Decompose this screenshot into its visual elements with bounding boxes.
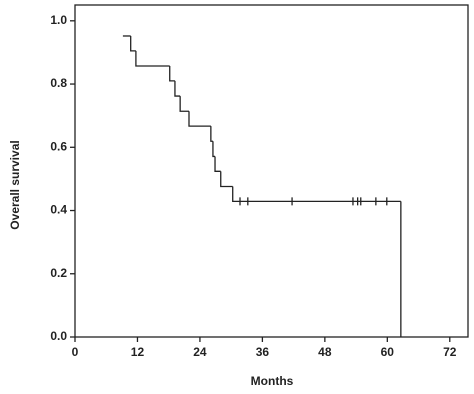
- survival-step: [174, 80, 181, 97]
- x-tick-label: 12: [131, 345, 145, 359]
- y-tick-label: 0.2: [50, 266, 67, 280]
- y-tick-label: 0.0: [50, 329, 67, 343]
- x-tick-label: 0: [72, 345, 79, 359]
- x-axis-label: Months: [251, 374, 294, 388]
- survival-step: [179, 96, 189, 112]
- plot-frame: [74, 4, 469, 338]
- survival-step: [188, 111, 211, 127]
- survival-step: [210, 126, 213, 142]
- x-tick-label: 24: [193, 345, 207, 359]
- survival-step: [232, 186, 401, 203]
- survival-step: [169, 66, 175, 82]
- survival-step: [212, 141, 216, 158]
- survival-step: [214, 156, 221, 172]
- y-tick-label: 0.6: [50, 139, 67, 153]
- survival-step: [220, 171, 233, 188]
- y-axis-label: Overall survival: [8, 140, 22, 229]
- x-tick-label: 48: [318, 345, 332, 359]
- survival-step: [130, 35, 136, 52]
- x-tick-label: 72: [443, 345, 457, 359]
- y-tick-label: 0.4: [50, 203, 67, 217]
- x-tick-label: 36: [256, 345, 270, 359]
- y-tick-label: 0.8: [50, 76, 67, 90]
- x-tick-label: 60: [381, 345, 395, 359]
- y-tick-label: 1.0: [50, 13, 67, 27]
- survival-step: [135, 50, 170, 67]
